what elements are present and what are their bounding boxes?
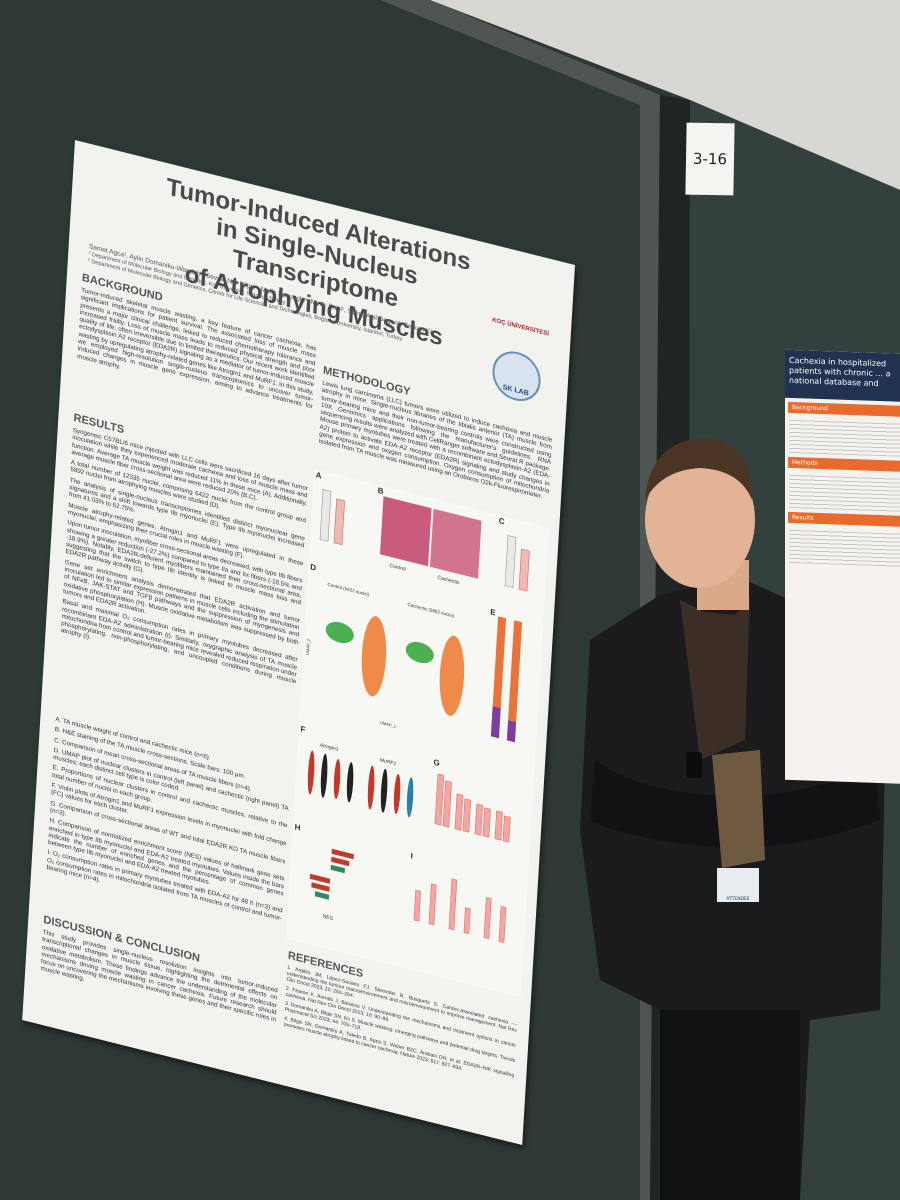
umap-cluster bbox=[325, 621, 354, 644]
side-heading: Background bbox=[788, 401, 900, 418]
gene-label: MuRF1 bbox=[380, 757, 397, 767]
panel-letter: B bbox=[378, 486, 384, 496]
bar-shape bbox=[518, 548, 530, 592]
axis-label: NES bbox=[323, 914, 334, 923]
side-text bbox=[789, 526, 900, 568]
umap-cluster bbox=[439, 635, 465, 716]
umap-cluster bbox=[361, 616, 387, 697]
bar-shape bbox=[333, 498, 345, 546]
group-label: Cachectic bbox=[437, 575, 460, 587]
watch bbox=[686, 752, 702, 778]
results-section: RESULTS Syngeneic C57BL/6 mice injected … bbox=[56, 412, 309, 771]
hair bbox=[645, 438, 752, 500]
side-poster: Cachexia in hospitalized patients with c… bbox=[785, 349, 900, 785]
side-text bbox=[789, 471, 900, 513]
axis-label: UMAP_1 bbox=[380, 720, 397, 729]
proportion-bar bbox=[506, 720, 517, 743]
panel-letter: H bbox=[294, 822, 300, 832]
face bbox=[645, 452, 755, 588]
gene-label: Atrogin1 bbox=[319, 742, 339, 753]
university-logo: KOÇ ÜNİVERSİTESİ bbox=[491, 317, 550, 338]
booth-label: 3-16 bbox=[685, 122, 735, 196]
side-heading: Methods bbox=[788, 456, 900, 473]
group-label: Control bbox=[389, 563, 405, 573]
axis-label: UMAP_2 bbox=[305, 638, 311, 656]
ceiling bbox=[430, 0, 900, 190]
side-text bbox=[789, 416, 900, 458]
panel-letter: A bbox=[316, 470, 322, 480]
proportion-bar bbox=[506, 620, 523, 743]
nes-bars bbox=[309, 848, 354, 900]
shirt bbox=[680, 596, 750, 760]
panel-letter: D bbox=[310, 562, 316, 572]
violins bbox=[307, 750, 414, 818]
histology-control bbox=[380, 496, 432, 567]
sleeve-cuff bbox=[712, 750, 765, 868]
ocr-bars bbox=[413, 878, 507, 943]
panel-letter: I bbox=[410, 851, 413, 860]
poster: Tumor-Induced Alterations in Single-Nucl… bbox=[22, 140, 575, 1145]
badge: ATTENDEE bbox=[717, 868, 759, 902]
csa-bars bbox=[434, 773, 511, 843]
bar-shape bbox=[504, 535, 517, 588]
side-heading: Results bbox=[788, 511, 900, 528]
panel-letter: G bbox=[433, 758, 440, 768]
side-poster-title: Cachexia in hospitalized patients with c… bbox=[785, 349, 900, 403]
histology-cachectic bbox=[430, 508, 482, 579]
panel-letter: C bbox=[499, 516, 505, 526]
trousers bbox=[660, 1010, 800, 1200]
umap-cluster bbox=[405, 641, 434, 664]
panel-letter: F bbox=[300, 724, 305, 734]
panel-letter: E bbox=[490, 607, 496, 617]
bar-shape bbox=[319, 488, 332, 542]
figure-area bbox=[285, 468, 550, 998]
proportion-bar bbox=[490, 706, 501, 739]
lab-logo: SK LAB bbox=[491, 346, 542, 407]
